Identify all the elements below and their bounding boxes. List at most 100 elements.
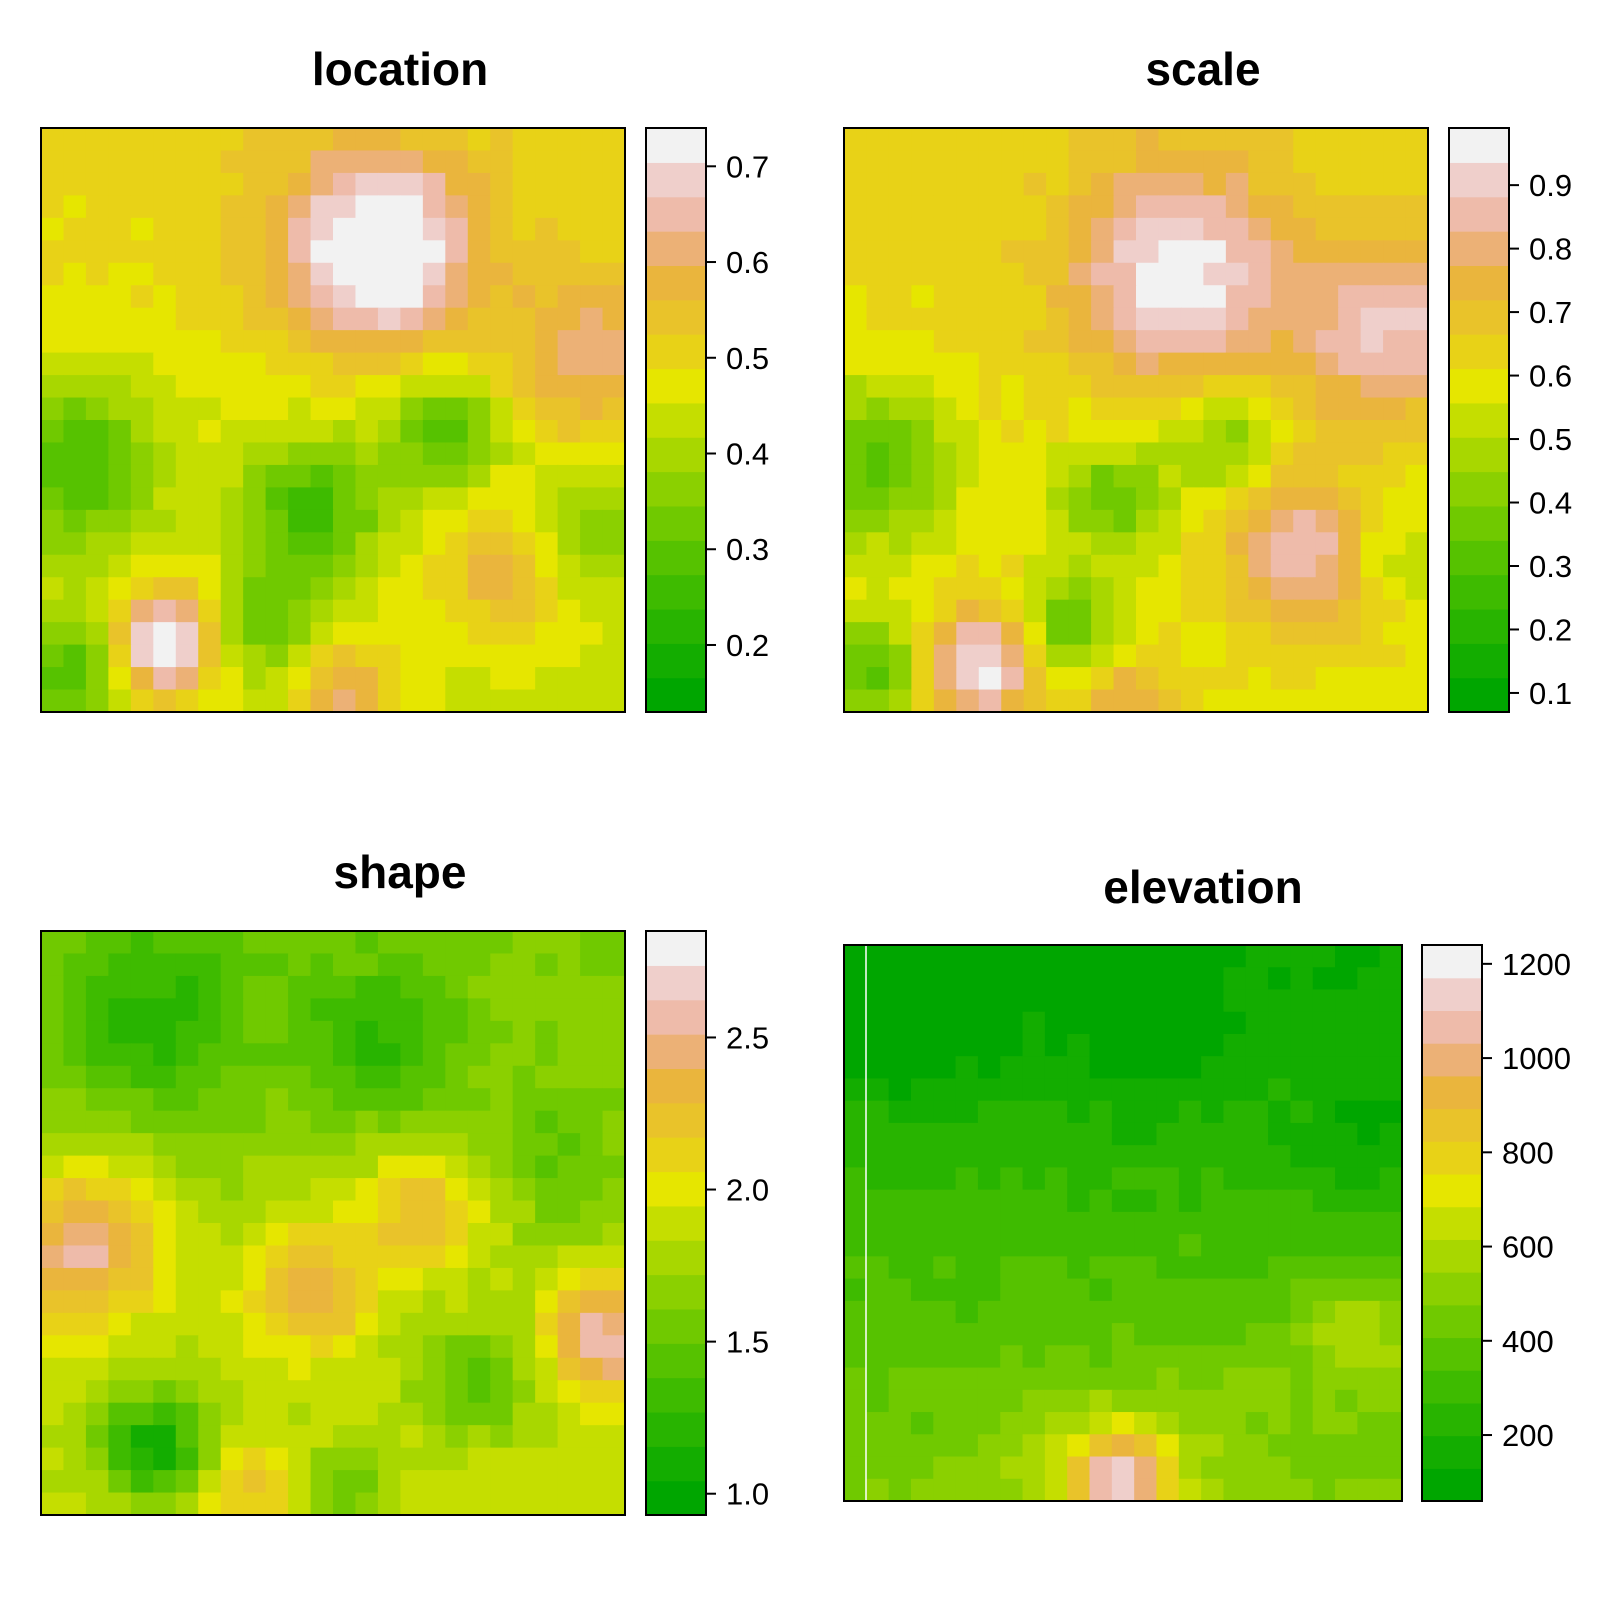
heatmap-cell: [1225, 487, 1249, 511]
colorbar-frame: [645, 930, 707, 1516]
heatmap-cell: [888, 622, 912, 646]
heatmap-cell: [1379, 1189, 1403, 1213]
heatmap-cell: [557, 1245, 581, 1269]
heatmap-cell: [490, 1245, 514, 1269]
heatmap-cell: [557, 487, 581, 511]
heatmap-cell: [602, 1065, 626, 1089]
heatmap-cell: [1360, 150, 1384, 174]
heatmap-cell: [467, 1155, 491, 1179]
heatmap-cell: [175, 667, 199, 691]
heatmap-cell: [153, 1492, 177, 1516]
heatmap-cell: [977, 1434, 1001, 1458]
heatmap-cell: [355, 1402, 379, 1426]
heatmap-cell: [512, 375, 536, 399]
heatmap-cell: [1225, 240, 1249, 264]
heatmap-cell: [1044, 1412, 1068, 1435]
heatmap-cell: [130, 1470, 154, 1494]
heatmap-cell: [978, 397, 1002, 421]
heatmap-cell: [911, 285, 935, 309]
heatmap-cell: [1156, 1056, 1180, 1080]
heatmap-cell: [1158, 442, 1182, 466]
heatmap-cell: [333, 975, 357, 999]
heatmap-cell: [1156, 1412, 1180, 1435]
heatmap-cell: [1293, 599, 1317, 623]
heatmap-cell: [1335, 1100, 1358, 1124]
heatmap-cell: [467, 1447, 491, 1471]
heatmap-cell: [288, 1290, 312, 1314]
heatmap-cell: [1383, 689, 1407, 713]
heatmap-cell: [866, 1122, 890, 1146]
heatmap-cell: [910, 1412, 934, 1435]
heatmap-cell: [512, 1223, 536, 1247]
heatmap-cell: [557, 1065, 581, 1089]
heatmap-cell: [1068, 375, 1092, 399]
heatmap-cell: [355, 464, 379, 488]
heatmap-cell: [866, 554, 890, 578]
heatmap-cell: [1268, 1412, 1291, 1435]
heatmap-cell: [1405, 554, 1429, 578]
heatmap-cell: [265, 262, 289, 286]
heatmap-cell: [355, 1200, 379, 1224]
heatmap-cell: [1201, 1434, 1225, 1458]
heatmap-location: [41, 128, 626, 713]
colorbar-tick-label: 0.9: [1529, 168, 1572, 203]
heatmap-cell: [333, 1020, 357, 1044]
heatmap-cell: [1225, 644, 1249, 668]
heatmap-cell: [1046, 689, 1070, 713]
heatmap-cell: [1044, 1300, 1068, 1324]
heatmap-cell: [63, 285, 87, 309]
heatmap-cell: [400, 953, 424, 977]
heatmap-cell: [955, 1056, 979, 1080]
heatmap-cell: [243, 1245, 267, 1269]
heatmap-cell: [85, 1380, 109, 1404]
heatmap-cell: [1290, 1345, 1314, 1369]
heatmap-cell: [1245, 1078, 1269, 1102]
heatmap-cell: [1180, 285, 1204, 309]
heatmap-cell: [1268, 1345, 1291, 1369]
heatmap-cell: [512, 128, 536, 152]
heatmap-cell: [1223, 1211, 1247, 1235]
heatmap-cell: [445, 1470, 469, 1494]
heatmap-cell: [377, 307, 401, 331]
heatmap-cell: [1158, 195, 1182, 219]
heatmap-cell: [220, 397, 244, 421]
heatmap-cell: [512, 599, 536, 623]
heatmap-cell: [602, 307, 626, 331]
heatmap-cell: [175, 464, 199, 488]
heatmap-cell: [1000, 1056, 1024, 1080]
heatmap-cell: [1225, 667, 1249, 691]
heatmap-cell: [243, 1133, 267, 1157]
heatmap-cell: [1248, 577, 1272, 601]
colorbar-frame: [1448, 127, 1510, 713]
heatmap-cell: [1312, 989, 1336, 1013]
heatmap-cell: [1245, 1323, 1269, 1346]
heatmap-cell: [602, 285, 626, 309]
heatmap-cell: [602, 442, 626, 466]
heatmap-cell: [1134, 1278, 1158, 1302]
heatmap-cell: [1223, 1234, 1247, 1257]
heatmap-cell: [1225, 599, 1249, 623]
heatmap-cell: [400, 150, 424, 174]
heatmap-cell: [310, 1447, 334, 1471]
heatmap-cell: [1312, 1189, 1336, 1213]
heatmap-cell: [243, 998, 267, 1022]
heatmap-cell: [1091, 622, 1115, 646]
heatmap-cell: [445, 599, 469, 623]
heatmap-cell: [288, 975, 312, 999]
heatmap-cell: [288, 1470, 312, 1494]
heatmap-cell: [422, 1088, 446, 1112]
heatmap-cell: [63, 330, 87, 354]
colorbar-tick-label: 0.2: [1529, 612, 1572, 647]
heatmap-cell: [355, 532, 379, 556]
heatmap-cell: [1338, 689, 1362, 713]
colorbar-swatch: [1449, 643, 1509, 679]
heatmap-cell: [933, 285, 957, 309]
heatmap-cell: [888, 285, 912, 309]
heatmap-cell: [933, 1078, 957, 1102]
heatmap-cell: [377, 998, 401, 1022]
heatmap-cell: [933, 420, 957, 444]
heatmap-cell: [557, 1043, 581, 1067]
heatmap-cell: [844, 464, 868, 488]
heatmap-cell: [130, 532, 154, 556]
heatmap-cell: [1383, 307, 1407, 331]
